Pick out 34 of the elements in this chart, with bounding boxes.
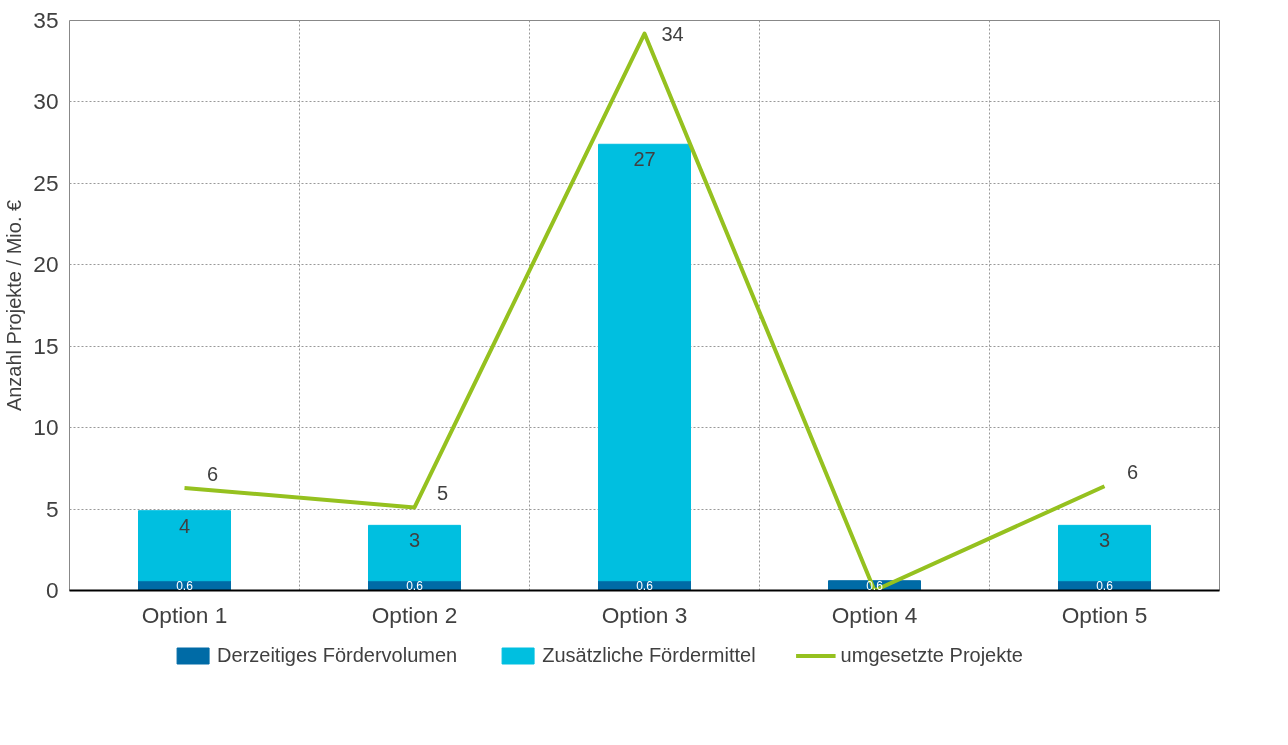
data-label: 0.6 <box>406 579 424 594</box>
y-tick-label: 30 <box>33 88 59 115</box>
bar <box>1058 524 1151 582</box>
data-label: 0.6 <box>636 579 654 594</box>
y-tick-label: 5 <box>45 495 59 522</box>
y-tick-label: 20 <box>33 251 59 278</box>
data-label: 0.6 <box>176 579 194 594</box>
data-label: 4 <box>178 514 191 537</box>
y-tick-label: 0 <box>45 577 59 603</box>
y-tick-label: 15 <box>33 332 59 359</box>
data-label: 3 <box>408 529 421 552</box>
x-tick-label: Option 2 <box>371 601 458 628</box>
data-label: 34 <box>661 22 684 45</box>
x-tick-label: Option 5 <box>1061 601 1148 628</box>
y-tick-label: 35 <box>33 7 59 33</box>
data-label: 6 <box>1126 461 1139 484</box>
data-label: 5 <box>436 482 449 505</box>
legend-label: Zusätzliche Fördermittel <box>542 643 756 667</box>
y-axis-title: Anzahl Projekte / Mio. € <box>3 199 26 412</box>
legend-label: Derzeitiges Fördervolumen <box>217 643 458 667</box>
data-label: 27 <box>633 148 656 171</box>
x-tick-label: Option 3 <box>601 601 688 628</box>
data-label: 6 <box>206 462 219 485</box>
y-tick-label: 10 <box>33 414 59 441</box>
x-tick-label: Option 4 <box>831 601 918 628</box>
bar <box>368 524 461 582</box>
y-tick-label: 25 <box>33 169 59 196</box>
x-tick-label: Option 1 <box>141 601 228 628</box>
bar <box>598 143 691 582</box>
bar <box>138 510 231 582</box>
data-label: 0.6 <box>866 579 884 594</box>
legend-label: umgesetzte Projekte <box>840 643 1023 667</box>
data-label: 0.6 <box>1096 579 1114 594</box>
data-label: 3 <box>1098 529 1111 552</box>
